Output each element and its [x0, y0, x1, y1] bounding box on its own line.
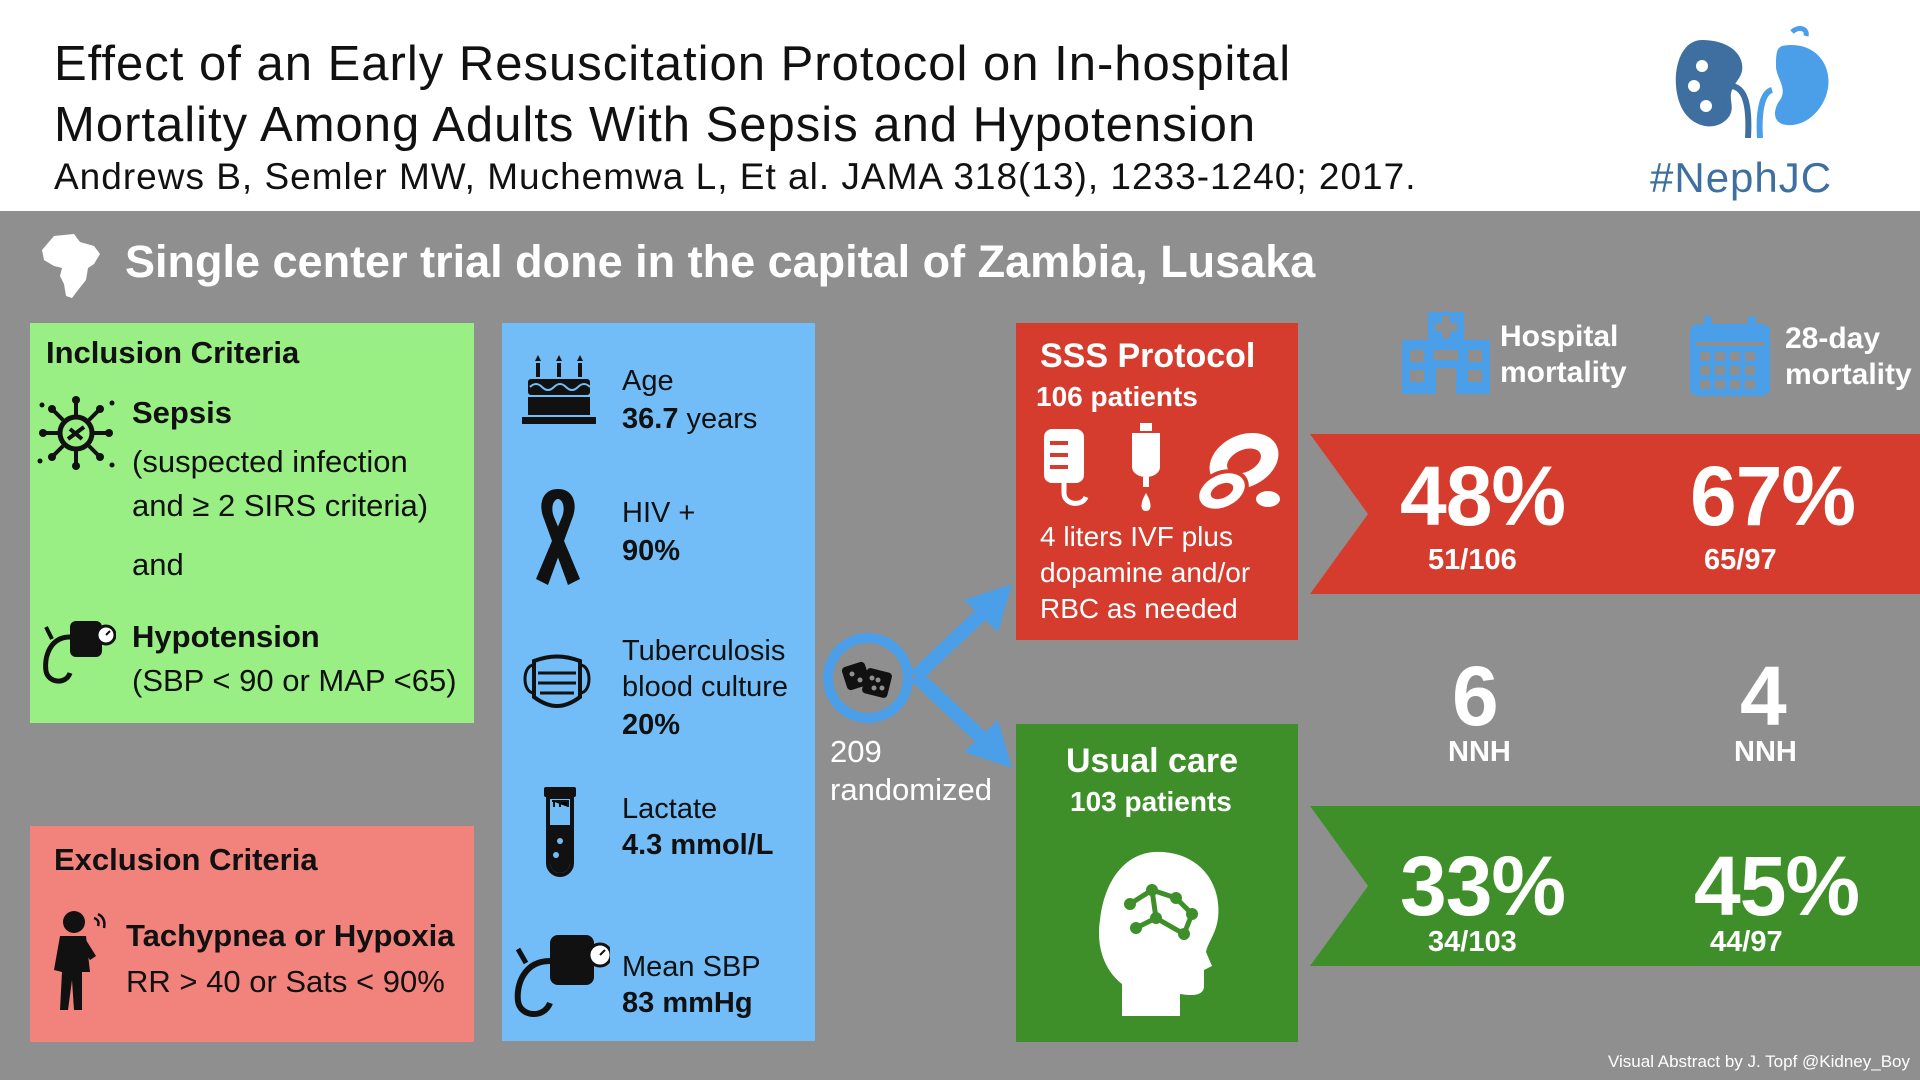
age-value: 36.7 — [622, 403, 679, 435]
age-unit: years — [678, 403, 758, 435]
sss-desc-2: dopamine and/or — [1040, 557, 1251, 588]
sss-desc-3: RBC as needed — [1040, 593, 1238, 624]
dice-icon — [823, 633, 913, 723]
title-line-1: Effect of an Early Resuscitation Protoco… — [54, 37, 1292, 91]
age-label: Age — [622, 365, 674, 397]
awareness-ribbon-icon — [536, 489, 580, 585]
sss-result-band — [1310, 434, 1920, 594]
red-blood-cells-icon — [1195, 432, 1280, 513]
sepsis-detail-1: (suspected infection — [132, 444, 408, 479]
day28-mortality-label-1: 28-day — [1785, 322, 1881, 355]
sepsis-title: Sepsis — [132, 395, 232, 430]
hypotension-title: Hypotension — [132, 619, 320, 654]
sss-28d-pct: 67% — [1690, 449, 1856, 543]
usual-title: Usual care — [1066, 742, 1238, 780]
mean-sbp-value: 83 mmHg — [622, 987, 753, 1019]
inclusion-criteria-panel: Inclusion Criteria Sepsis (suspected inf… — [30, 323, 474, 723]
blood-pressure-cuff-icon — [43, 621, 116, 684]
randomized-label: randomized — [830, 772, 992, 807]
title-line-2: Mortality Among Adults With Sepsis and H… — [54, 98, 1257, 152]
sss-desc-1: 4 liters IVF plus — [1040, 521, 1233, 552]
head-brain-icon — [1098, 851, 1219, 1016]
sss-protocol-panel: SSS Protocol 106 patients 4 liters IVF p… — [1016, 323, 1298, 640]
exclusion-item-detail: RR > 40 or Sats < 90% — [126, 964, 445, 999]
face-mask-icon — [523, 654, 591, 708]
nnh-28d-value: 4 — [1740, 649, 1787, 743]
usual-care-panel: Usual care 103 patients — [1016, 724, 1298, 1042]
credit-line: Visual Abstract by J. Topf @Kidney_Boy — [1607, 1052, 1910, 1071]
africa-icon — [42, 234, 100, 298]
nnh-hospital-value: 6 — [1452, 649, 1499, 743]
iv-drip-icon — [1132, 423, 1160, 511]
day28-mortality-label-2: mortality — [1785, 358, 1912, 391]
demographics-panel: Age 36.7 years HIV + 90% Tuberculosis bl… — [502, 323, 815, 1041]
subtitle: Single center trial done in the capital … — [125, 236, 1316, 287]
citation: Andrews B, Semler MW, Muchemwa L, Et al.… — [54, 156, 1417, 197]
lactate-value: 4.3 mmol/L — [622, 829, 774, 861]
sss-28d-frac: 65/97 — [1704, 544, 1777, 576]
iv-bag-icon — [1044, 429, 1089, 506]
sss-title: SSS Protocol — [1040, 337, 1256, 375]
inclusion-heading: Inclusion Criteria — [46, 335, 300, 370]
usual-28d-pct: 45% — [1694, 839, 1860, 933]
usual-28d-frac: 44/97 — [1710, 926, 1783, 958]
nnh-28d-label: NNH — [1734, 736, 1797, 768]
exclusion-heading: Exclusion Criteria — [54, 842, 318, 877]
blood-pressure-cuff-icon — [514, 935, 610, 1017]
nnh-hospital-label: NNH — [1448, 736, 1511, 768]
kidney-logo-icon — [1675, 26, 1829, 139]
sss-hospital-frac: 51/106 — [1428, 544, 1517, 576]
tb-label-2: blood culture — [622, 671, 789, 703]
tb-label-1: Tuberculosis — [622, 635, 786, 667]
hospital-mortality-label-1: Hospital — [1500, 320, 1619, 353]
test-tube-icon — [544, 787, 576, 877]
header: Effect of an Early Resuscitation Protoco… — [0, 0, 1920, 211]
usual-patients: 103 patients — [1070, 786, 1232, 817]
exclusion-item-title: Tachypnea or Hypoxia — [126, 918, 455, 953]
calendar-icon — [1690, 316, 1770, 396]
exclusion-criteria-panel: Exclusion Criteria Tachypnea or Hypoxia … — [30, 826, 474, 1042]
age-value-line: 36.7 years — [622, 401, 757, 438]
person-coughing-icon — [54, 911, 106, 1010]
hospital-icon — [1402, 312, 1490, 394]
logo-text: #NephJC — [1650, 154, 1833, 201]
mean-sbp-label: Mean SBP — [622, 951, 761, 983]
randomized-count: 209 — [830, 734, 882, 769]
usual-hospital-pct: 33% — [1400, 839, 1566, 933]
hiv-value: 90% — [622, 535, 681, 567]
and-connector: and — [132, 547, 184, 582]
virus-icon — [37, 396, 115, 470]
tb-value: 20% — [622, 709, 681, 741]
lactate-label: Lactate — [622, 793, 718, 825]
page-title: Effect of an Early Resuscitation Protoco… — [54, 34, 1614, 156]
randomization-arrows — [911, 584, 1012, 768]
sepsis-detail-2: and ≥ 2 SIRS criteria) — [132, 488, 429, 523]
hospital-mortality-label-2: mortality — [1500, 356, 1627, 389]
birthday-cake-icon — [522, 355, 596, 424]
sss-hospital-pct: 48% — [1400, 449, 1566, 543]
usual-hospital-frac: 34/103 — [1428, 926, 1517, 958]
hiv-label: HIV + — [622, 497, 696, 529]
sss-patients: 106 patients — [1036, 381, 1198, 412]
usual-result-band — [1310, 806, 1920, 966]
hypotension-detail: (SBP < 90 or MAP <65) — [132, 663, 457, 698]
